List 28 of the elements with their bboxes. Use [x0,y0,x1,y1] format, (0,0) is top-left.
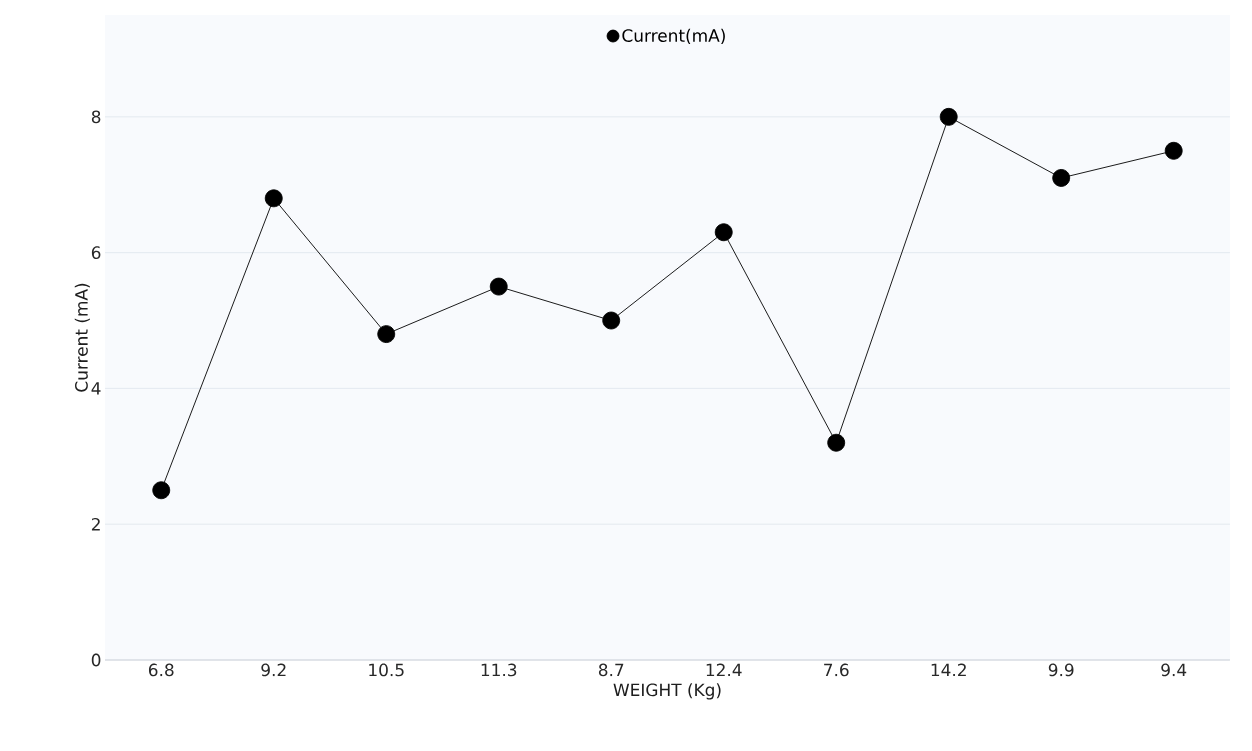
x-tick-label: 14.2 [931,663,966,677]
x-tick-label: 9.9 [1048,663,1074,677]
point [264,189,283,208]
point [714,223,733,242]
point [827,433,846,452]
x-axis-title: WEIGHT (Kg) [613,683,721,700]
x-tick-label: 9.4 [1161,663,1187,677]
point [1164,141,1183,160]
y-axis-title: Current (mA) [74,283,90,392]
x-tick-label: 8.7 [598,663,624,677]
point [489,277,508,296]
y-tick-label: 6 [91,246,101,260]
y-tick-label: 4 [91,382,101,395]
x-tick-label: 10.5 [369,663,404,677]
point [152,481,171,500]
x-tick-label: 6.8 [148,663,174,677]
point [377,325,396,344]
point [939,107,958,126]
y-tick-label: 0 [91,653,101,667]
x-tick-label: 12.4 [706,663,742,677]
point [602,311,621,330]
y-tick-label: 8 [91,110,101,124]
x-tick-label: 7.6 [824,663,849,677]
point [1052,169,1071,187]
legend-label: Current(mA) [622,28,725,44]
x-tick-label: 9.2 [261,663,286,677]
y-tick-label: 2 [91,517,100,531]
x-tick-label: 11.3 [481,663,517,677]
